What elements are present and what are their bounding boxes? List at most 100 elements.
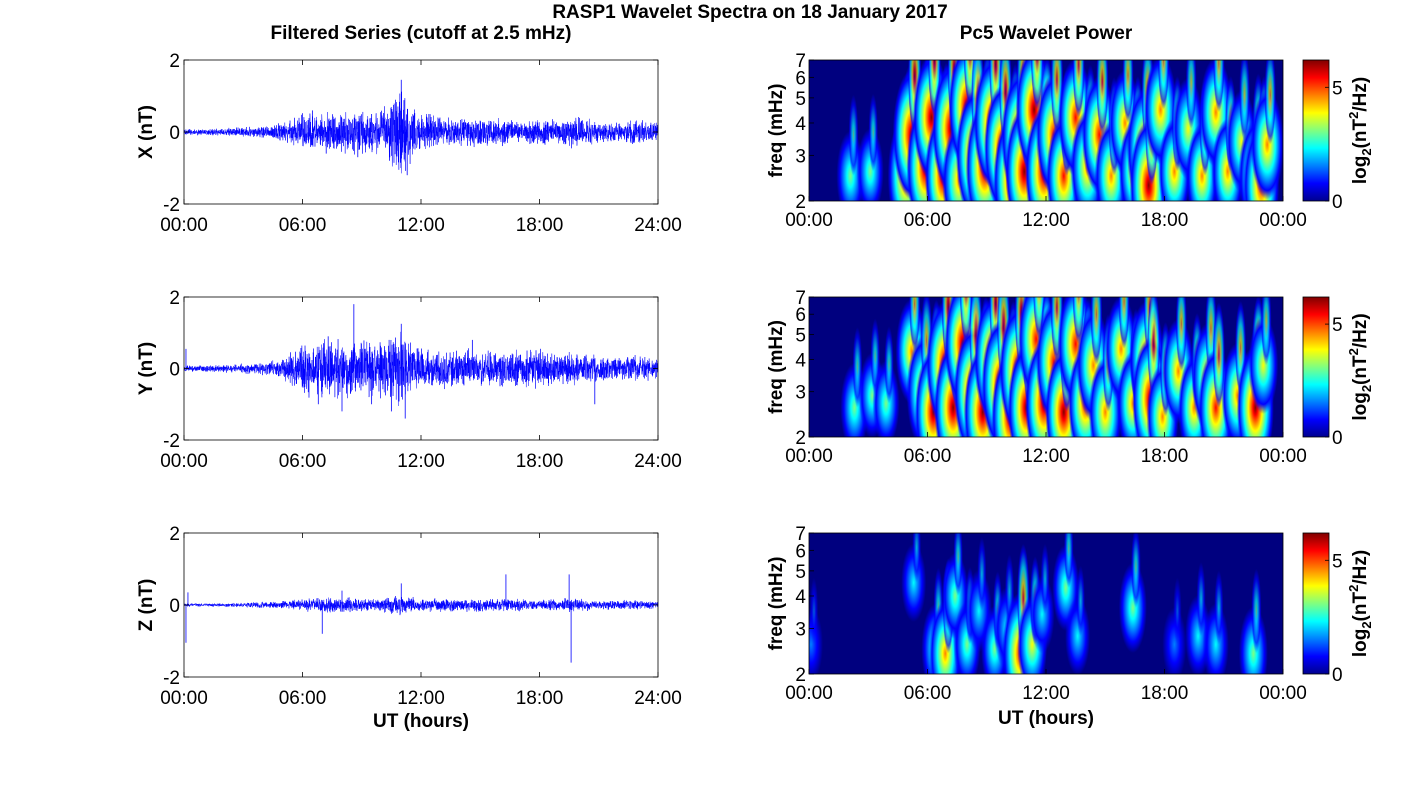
z-wavelet-streak-0 <box>809 577 819 645</box>
x-wavelet-streak-21 <box>1072 60 1085 118</box>
figure-title: RASP1 Wavelet Spectra on 18 January 2017 <box>552 2 947 23</box>
y-colorbar-tick-label-1: 5 <box>1332 315 1343 336</box>
z-series-xlabel: UT (hours) <box>373 711 469 732</box>
z-colorbar-label-close: /Hz) <box>1350 550 1371 585</box>
x-wavelet-xtick-label-4: 00:00 <box>1259 210 1307 231</box>
z-series-trace <box>183 596 659 616</box>
y-wavelet-ytick-label-0: 2 <box>795 428 806 449</box>
y-colorbar-label: log2(nT2/Hz) <box>1346 313 1374 420</box>
x-colorbar-label-sup: 2 <box>1346 112 1361 119</box>
y-colorbar-label-sup: 2 <box>1346 348 1361 355</box>
y-wavelet-streak-22 <box>1090 297 1103 366</box>
x-colorbar-label-main: log <box>1350 156 1371 185</box>
x-wavelet-ytick-label-2: 4 <box>795 114 806 135</box>
y-colorbar-gradient <box>1302 296 1330 438</box>
x-wavelet-streak-31 <box>1185 60 1197 129</box>
y-colorbar-label-sub: 2 <box>1359 385 1374 392</box>
z-colorbar-label-sub: 2 <box>1359 621 1374 628</box>
x-wavelet-streak-25 <box>1122 60 1134 123</box>
z-wavelet-ytick-label-1: 3 <box>795 619 806 640</box>
left-column-title: Filtered Series (cutoff at 2.5 mHz) <box>271 23 572 44</box>
x-wavelet-streak-0 <box>848 94 859 176</box>
z-wavelet-ylabel: freq (mHz) <box>766 557 787 651</box>
x-colorbar-tick-label-0: 0 <box>1332 192 1343 213</box>
x-wavelet-streak-29 <box>1157 60 1170 110</box>
z-wavelet-ytick-label-0: 2 <box>795 665 806 686</box>
z-wavelet-xtick-label-0: 00:00 <box>785 683 833 704</box>
x-wavelet-streak-23 <box>1096 60 1109 135</box>
x-series-xtick-label-3: 18:00 <box>516 215 564 236</box>
z-wavelet-xtick-label-3: 18:00 <box>1141 683 1189 704</box>
z-wavelet-streak-1 <box>912 533 922 583</box>
z-series-ytick-label-1: 0 <box>169 596 180 617</box>
y-wavelet-streak-24 <box>1118 297 1130 349</box>
y-wavelet-blobs <box>840 297 1279 437</box>
y-wavelet-streak-32 <box>1212 302 1225 408</box>
z-series-xtick-label-3: 18:00 <box>516 688 564 709</box>
y-wavelet-xtick-label-4: 00:00 <box>1259 446 1307 467</box>
y-wavelet-ytick-label-5: 7 <box>795 288 806 309</box>
y-wavelet-streak-35 <box>1261 297 1272 366</box>
y-series-xtick-label-3: 18:00 <box>516 451 564 472</box>
z-wavelet-streak-4 <box>953 533 963 596</box>
z-wavelet-ytick-label-2: 4 <box>795 587 806 608</box>
y-wavelet-xtick-label-1: 06:00 <box>904 446 952 467</box>
z-series-xtick-label-1: 06:00 <box>279 688 327 709</box>
x-wavelet-streak-33 <box>1213 60 1225 113</box>
z-wavelet-streak-12 <box>1064 533 1074 588</box>
z-colorbar-label: log2(nT2/Hz) <box>1346 550 1374 657</box>
y-series-ytick-label-0: -2 <box>163 431 180 452</box>
z-wavelet-streak-17 <box>1214 570 1224 645</box>
z-series-ytick-label-0: -2 <box>163 668 180 689</box>
z-wavelet-streak-6 <box>977 536 987 612</box>
y-wavelet-ytick-label-4: 6 <box>795 305 806 326</box>
y-wavelet-xtick-label-3: 18:00 <box>1141 446 1189 467</box>
y-series-panel: 00:00 06:00 12:00 18:00 24:00 -2 0 2 Y (nT) <box>136 288 682 472</box>
x-series-ytick-label-1: 0 <box>169 123 180 144</box>
x-wavelet-xtick-label-3: 18:00 <box>1141 210 1189 231</box>
y-colorbar-tick-label-0: 0 <box>1332 428 1343 449</box>
x-wavelet-ylabel: freq (mHz) <box>766 84 787 178</box>
z-wavelet-ytick-label-4: 6 <box>795 541 806 562</box>
x-wavelet-ytick-label-4: 6 <box>795 68 806 89</box>
x-wavelet-blobs <box>836 60 1283 201</box>
z-wavelet-ytick-label-5: 7 <box>795 524 806 545</box>
x-colorbar-label-sub: 2 <box>1359 148 1374 155</box>
x-wavelet-ytick-label-0: 2 <box>795 192 806 213</box>
z-colorbar-gradient <box>1302 532 1330 675</box>
x-wavelet-streak-1 <box>868 93 878 172</box>
y-wavelet-streak-2 <box>884 326 894 404</box>
x-wavelet-ytick-label-5: 7 <box>795 51 806 72</box>
x-wavelet-xtick-label-1: 06:00 <box>904 210 952 231</box>
y-wavelet-streak-3 <box>909 297 921 352</box>
z-wavelet-xlabel: UT (hours) <box>998 708 1094 729</box>
y-wavelet-ytick-label-3: 5 <box>795 326 806 347</box>
x-wavelet-xtick-label-0: 00:00 <box>785 210 833 231</box>
y-wavelet-streak-29 <box>1175 297 1187 372</box>
x-wavelet-ytick-label-1: 3 <box>795 146 806 167</box>
y-series-xtick-label-1: 06:00 <box>279 451 327 472</box>
x-colorbar-tick-label-1: 5 <box>1332 78 1343 99</box>
y-colorbar-label-open: (nT <box>1350 355 1371 385</box>
z-wavelet-blobs <box>809 533 1268 674</box>
y-wavelet-ylabel: freq (mHz) <box>766 320 787 414</box>
z-series-xtick-label-2: 12:00 <box>397 688 445 709</box>
y-colorbar-label-main: log <box>1350 392 1371 421</box>
x-colorbar-gradient <box>1302 59 1330 202</box>
y-wavelet-ytick-label-2: 4 <box>795 351 806 372</box>
z-wavelet-streak-14 <box>1131 533 1141 608</box>
z-wavelet-xtick-label-2: 12:00 <box>1022 683 1070 704</box>
x-series-xtick-label-2: 12:00 <box>397 215 445 236</box>
y-wavelet-xtick-label-2: 12:00 <box>1022 446 1070 467</box>
z-wavelet-xtick-label-1: 06:00 <box>904 683 952 704</box>
z-wavelet-streak-11 <box>1040 543 1050 615</box>
x-colorbar-label-open: (nT <box>1350 119 1371 149</box>
z-colorbar-tick-label-0: 0 <box>1332 665 1343 686</box>
x-series-trace <box>183 91 659 174</box>
